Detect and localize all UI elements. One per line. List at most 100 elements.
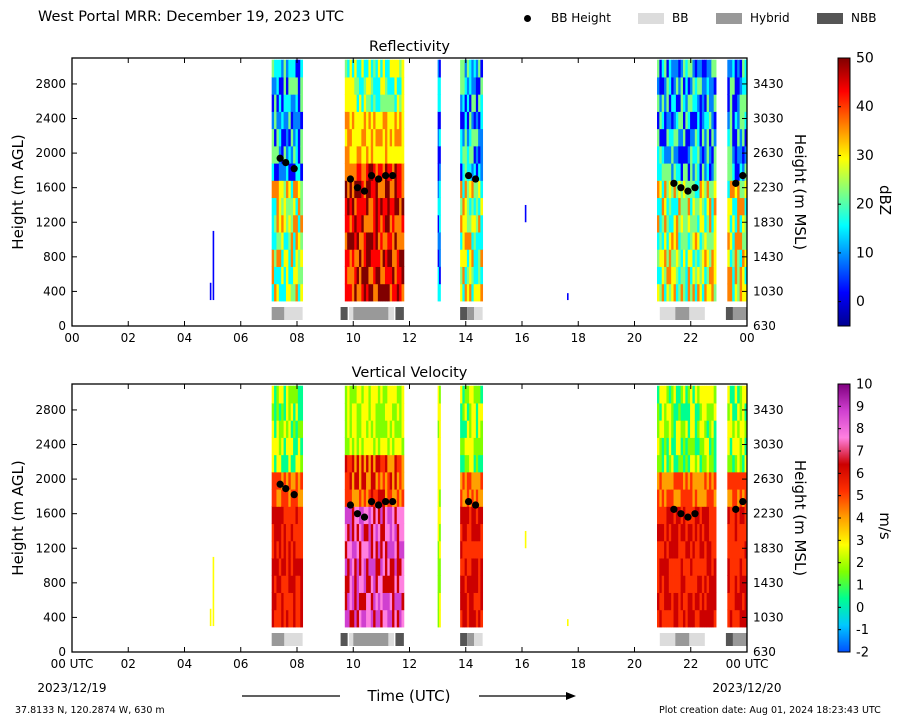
data-cell: [366, 163, 369, 181]
data-cell: [288, 180, 292, 199]
data-cell: [475, 540, 479, 559]
data-cell: [396, 180, 400, 199]
data-cell: [742, 420, 745, 438]
data-cell: [366, 437, 369, 456]
data-cell: [464, 454, 468, 473]
data-cell: [732, 76, 736, 95]
data-cell: [295, 283, 299, 302]
y-tick-label: 2800: [35, 403, 66, 417]
data-cell: [704, 471, 708, 490]
data-cell: [271, 111, 275, 130]
data-cell: [478, 94, 481, 112]
data-cell: [680, 283, 684, 302]
data-cell: [363, 558, 367, 576]
data-cell: [297, 402, 301, 421]
data-cell: [697, 523, 700, 542]
data-cell: [271, 592, 275, 611]
data-cell: [293, 128, 296, 147]
data-cell: [356, 609, 360, 628]
data-cell: [744, 385, 747, 404]
data-cell: [300, 523, 304, 542]
data-cell: [659, 111, 663, 130]
data-cell: [678, 76, 682, 95]
data-cell: [377, 197, 381, 216]
data-cell: [744, 575, 747, 593]
data-cell: [356, 94, 360, 112]
data-cell: [732, 128, 736, 147]
data-cell: [368, 180, 372, 199]
data-cell: [661, 128, 665, 147]
data-cell: [366, 59, 369, 78]
data-cell: [701, 283, 705, 302]
data-cell: [293, 111, 296, 130]
data-cell: [297, 506, 301, 525]
data-cell: [274, 523, 277, 542]
data-cell: [744, 111, 747, 130]
data-cell: [659, 558, 663, 576]
data-cell: [673, 523, 677, 542]
data-cell: [437, 609, 440, 628]
data-cell: [283, 592, 287, 611]
data-cell: [694, 249, 698, 267]
data-cell: [387, 558, 391, 576]
data-cell: [380, 506, 384, 525]
data-cell: [713, 420, 717, 438]
data-cell: [704, 454, 708, 473]
data-cell: [699, 145, 703, 164]
data-cell: [366, 214, 369, 233]
data-cell: [387, 523, 391, 542]
data-cell: [358, 266, 362, 285]
data-cell: [732, 506, 736, 525]
bb-type-segment: [353, 307, 389, 320]
data-cell: [704, 232, 708, 250]
data-cell: [396, 197, 400, 216]
data-cell: [729, 59, 733, 78]
data-cell: [469, 111, 472, 130]
data-cell: [293, 145, 296, 164]
data-cell: [366, 145, 369, 164]
data-cell: [288, 402, 292, 421]
data-cell: [675, 94, 679, 112]
data-cell: [389, 180, 393, 199]
data-cell: [274, 402, 277, 421]
data-cell: [358, 592, 362, 611]
data-cell: [737, 283, 741, 302]
data-cell: [744, 76, 747, 95]
data-cell: [478, 214, 481, 233]
data-cell: [384, 437, 388, 456]
data-cell: [354, 575, 358, 593]
data-cell: [713, 249, 717, 267]
data-cell: [278, 266, 282, 285]
data-cell: [473, 59, 477, 78]
data-cell: [675, 575, 679, 593]
data-cell: [351, 94, 355, 112]
data-cell: [673, 197, 677, 216]
data-cell: [380, 489, 384, 507]
data-cell: [737, 489, 741, 507]
data-cell: [732, 575, 736, 593]
data-cell: [659, 402, 663, 421]
data-cell: [739, 266, 743, 285]
data-cell: [661, 609, 665, 628]
bb-height-point: [684, 187, 692, 195]
data-cell: [711, 454, 715, 473]
data-cell: [399, 266, 402, 285]
data-cell: [347, 471, 350, 490]
data-cell: [744, 592, 747, 611]
y-tick-label: 1200: [35, 541, 66, 555]
data-cell: [281, 592, 284, 611]
data-cell: [473, 385, 477, 404]
data-cell: [344, 592, 348, 611]
data-cell: [668, 506, 672, 525]
bb-type-segment: [284, 633, 303, 646]
data-cell: [361, 128, 365, 147]
data-cell: [464, 523, 468, 542]
data-cell: [377, 540, 381, 559]
data-cell: [471, 249, 475, 267]
data-cell: [675, 420, 679, 438]
data-cell: [473, 575, 477, 593]
data-cell: [439, 385, 441, 404]
data-cell: [375, 128, 379, 147]
data-cell: [351, 506, 355, 525]
data-cell: [392, 471, 395, 490]
